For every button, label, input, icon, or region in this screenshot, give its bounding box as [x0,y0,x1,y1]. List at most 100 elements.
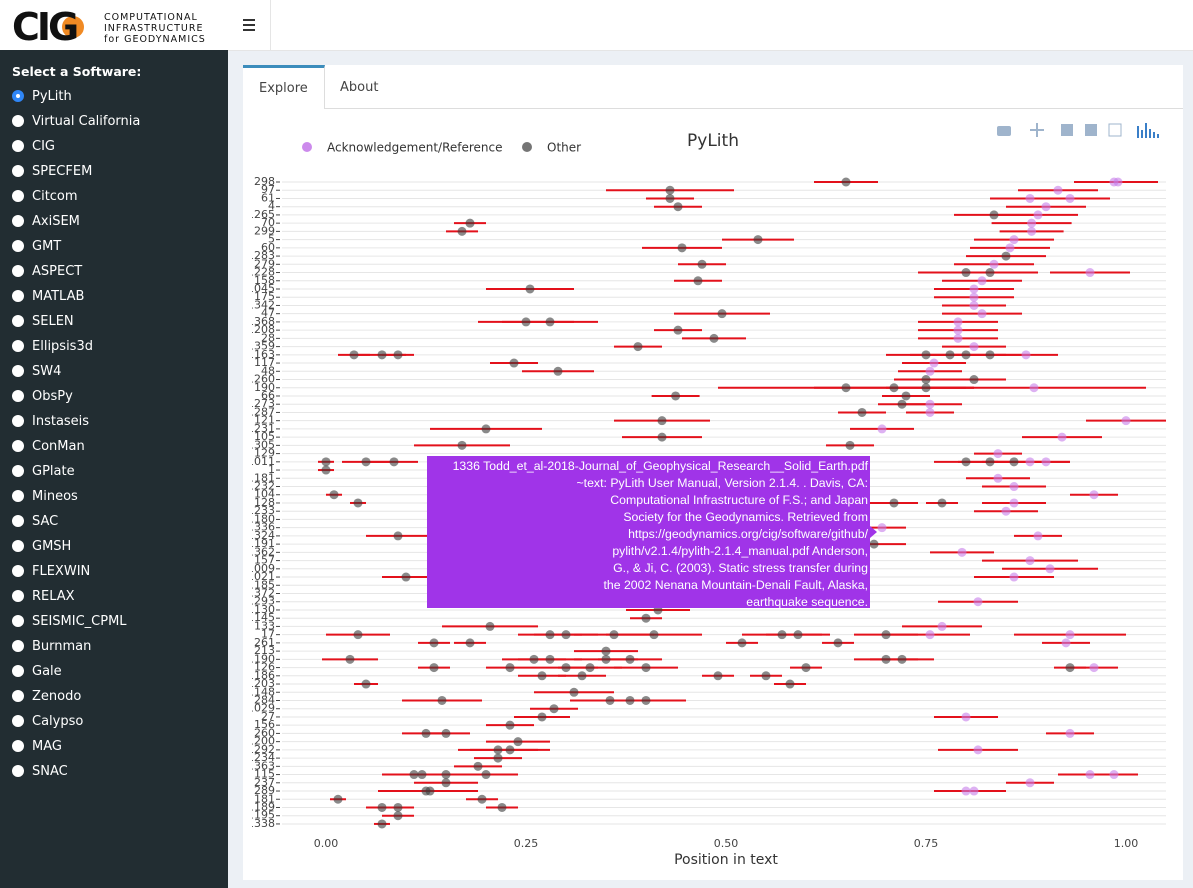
radio-button[interactable] [12,240,24,252]
y-tick-label: 1228 [252,266,275,279]
radio-option[interactable]: Citcom [12,187,78,207]
radio-button[interactable] [12,765,24,777]
radio-button[interactable] [12,115,24,127]
radio-button[interactable] [12,290,24,302]
radio-option[interactable]: SNAC [12,762,68,782]
radio-option[interactable]: GMT [12,237,61,257]
point [353,498,363,508]
radio-button[interactable] [12,365,24,377]
point [973,597,983,607]
radio-button[interactable] [12,565,24,577]
radio-option[interactable]: SEISMIC_CPML [12,612,127,632]
tab[interactable]: Explore [243,65,325,109]
point [1009,572,1019,582]
radio-button[interactable] [12,340,24,352]
y-tick-label: 60 [261,241,275,254]
y-tick-label: 1342 [252,298,275,311]
radio-option[interactable]: PyLith [12,87,72,107]
radio-button[interactable] [12,465,24,477]
modebar-autoscale[interactable] [1108,123,1122,137]
radio-button[interactable] [12,715,24,727]
y-tick-label: 48 [261,364,275,377]
radio-button[interactable] [12,315,24,327]
radio-option[interactable]: ObsPy [12,387,73,407]
radio-button[interactable] [12,90,24,102]
y-tick-label: 1287 [252,405,275,418]
radio-button[interactable] [12,590,24,602]
modebar-logo[interactable] [1137,123,1159,138]
point [1041,457,1051,467]
radio-option[interactable]: SELEN [12,312,74,332]
point [429,638,439,648]
radio-option[interactable]: Burnman [12,637,91,657]
radio-option[interactable]: CIG [12,137,55,157]
radio-option[interactable]: Mineos [12,487,78,507]
hover-line: G., & Ji, C. (2003). Static stress trans… [613,561,868,575]
radio-option[interactable]: Virtual California [12,112,140,132]
x-tick-label: 0.50 [714,837,739,850]
point [897,654,907,664]
radio-option[interactable]: ASPECT [12,262,82,282]
radio-button[interactable] [12,665,24,677]
radio-option[interactable]: SW4 [12,362,61,382]
point [493,745,503,755]
point [969,342,979,352]
modebar-zoom-in[interactable] [1061,124,1073,136]
radio-button[interactable] [12,690,24,702]
point [537,671,547,681]
point [1025,193,1035,203]
modebar-zoom-out[interactable] [1085,124,1097,136]
menu-toggle[interactable] [228,0,271,50]
radio-button[interactable] [12,190,24,202]
radio-option[interactable]: GPlate [12,462,75,482]
radio-button[interactable] [12,165,24,177]
point [377,350,387,360]
radio-label: GPlate [32,464,75,479]
radio-option[interactable]: SAC [12,512,58,532]
radio-option[interactable]: FLEXWIN [12,562,90,582]
radio-option[interactable]: ConMan [12,437,85,457]
point [1089,490,1099,500]
point [465,218,475,228]
y-tick-label: 181 [254,792,275,805]
radio-button[interactable] [12,615,24,627]
point [1045,564,1055,574]
radio-option[interactable]: SPECFEM [12,162,92,182]
y-tick-label: 158 [254,274,275,287]
radio-button[interactable] [12,390,24,402]
tab[interactable]: About [340,80,379,95]
modebar-camera[interactable] [997,126,1011,136]
radio-button[interactable] [12,140,24,152]
radio-option[interactable]: GMSH [12,537,71,557]
radio-button[interactable] [12,740,24,752]
radio-label: ConMan [32,439,85,454]
radio-option[interactable]: Calypso [12,712,83,732]
logo[interactable]: CIG COMPUTATIONAL INFRASTRUCTURE for GEO… [0,0,228,50]
radio-button[interactable] [12,540,24,552]
radio-option[interactable]: Gale [12,662,62,682]
radio-option[interactable]: Zenodo [12,687,81,707]
radio-button[interactable] [12,440,24,452]
radio-option[interactable]: RELAX [12,587,75,607]
radio-label: SELEN [32,314,74,329]
point [609,630,619,640]
radio-button[interactable] [12,490,24,502]
radio-option[interactable]: AxiSEM [12,212,80,232]
legend-marker [522,142,532,152]
point [537,712,547,722]
radio-option[interactable]: MATLAB [12,287,84,307]
radio-button[interactable] [12,640,24,652]
modebar[interactable] [997,123,1159,138]
point [1065,663,1075,673]
radio-option[interactable]: MAG [12,737,62,757]
point [457,226,467,236]
radio-button[interactable] [12,415,24,427]
radio-option[interactable]: Ellipsis3d [12,337,93,357]
radio-button[interactable] [12,265,24,277]
radio-option[interactable]: Instaseis [12,412,89,432]
y-tick-label: 1191 [252,537,275,550]
radio-button[interactable] [12,515,24,527]
radio-button[interactable] [12,215,24,227]
point [1025,778,1035,788]
